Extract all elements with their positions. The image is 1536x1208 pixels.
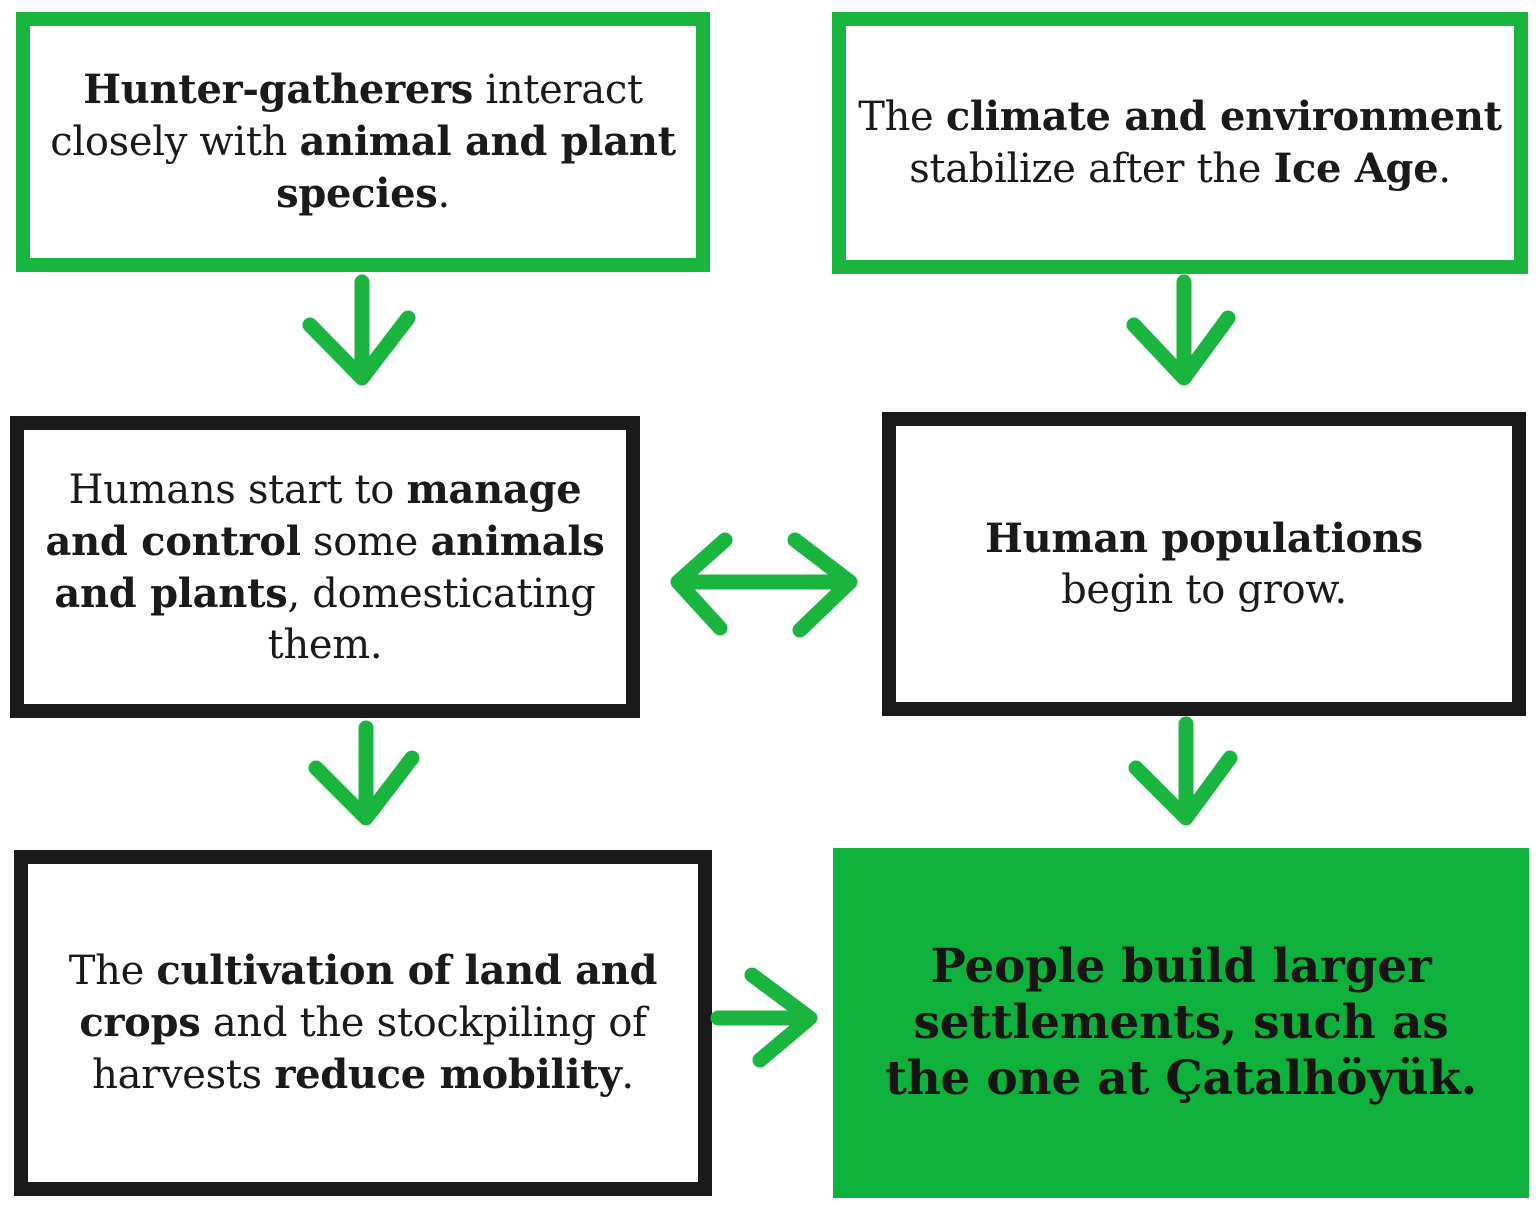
text-bold: animal and plant species xyxy=(276,118,676,217)
text-regular: . xyxy=(621,1052,634,1098)
text-bold: cultivation of land and crops xyxy=(79,947,658,1046)
box-domestication: Humans start to manage and control some … xyxy=(10,416,640,718)
text-regular: some xyxy=(300,518,431,565)
text-bold: Hunter-gatherers xyxy=(83,66,473,113)
box-text: The cultivation of land and crops and th… xyxy=(28,945,698,1101)
box-settlements: People build larger settlements, such as… xyxy=(833,848,1529,1198)
text-regular: The xyxy=(68,948,157,994)
box-text: Human populations begin to grow. xyxy=(896,513,1512,616)
text-regular: interact closely with xyxy=(50,67,643,165)
text-bold: Ice Age xyxy=(1273,145,1439,192)
arrow-right-icon xyxy=(710,967,818,1068)
text-bold: Human populations xyxy=(985,514,1423,562)
text-regular: . xyxy=(437,171,450,217)
box-text: The climate and environment stabilize af… xyxy=(846,91,1514,195)
text-regular: stabilize after the xyxy=(909,146,1274,192)
box-hunter-gatherers: Hunter-gatherers interact closely with a… xyxy=(16,12,710,272)
text-bold: reduce mobility xyxy=(274,1051,622,1098)
box-climate: The climate and environment stabilize af… xyxy=(832,12,1528,274)
box-cultivation: The cultivation of land and crops and th… xyxy=(14,850,712,1196)
text-regular: , domesticating them. xyxy=(267,570,596,668)
text-regular: begin to grow. xyxy=(1061,566,1347,613)
text-bold: animals and plants xyxy=(54,517,605,617)
box-text-final: People build larger settlements, such as… xyxy=(885,939,1477,1106)
text-regular: and the stockpiling of harvests xyxy=(92,1000,647,1098)
text-bold: manage and control xyxy=(45,465,582,565)
text-regular: . xyxy=(1438,146,1451,192)
box-text: Humans start to manage and control some … xyxy=(24,464,626,671)
arrow-down-icon xyxy=(1126,274,1236,386)
text-bold: climate and environment xyxy=(945,93,1502,140)
text-regular: The xyxy=(858,94,946,140)
text-regular: Humans start to xyxy=(68,466,407,513)
arrow-down-icon xyxy=(1128,716,1238,826)
arrow-bidirectional-icon xyxy=(670,532,858,638)
arrow-down-icon xyxy=(308,720,420,826)
box-population: Human populations begin to grow. xyxy=(882,412,1526,716)
box-text: Hunter-gatherers interact closely with a… xyxy=(30,64,696,220)
arrow-down-icon xyxy=(302,274,416,386)
